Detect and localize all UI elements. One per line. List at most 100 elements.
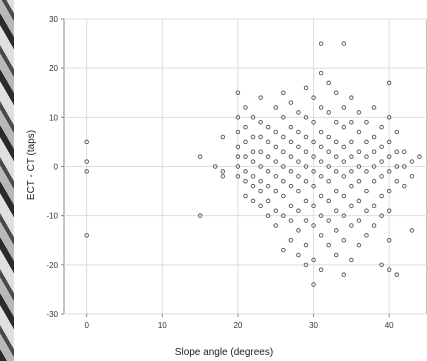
data-point — [417, 154, 422, 159]
data-point — [197, 213, 203, 218]
data-point — [356, 178, 362, 184]
data-point — [379, 213, 384, 218]
data-point — [402, 164, 407, 169]
data-point — [281, 178, 286, 184]
data-point — [243, 105, 248, 110]
data-point — [273, 159, 279, 164]
data-point — [250, 149, 256, 154]
data-point — [326, 164, 331, 169]
data-point — [334, 154, 339, 159]
data-point — [349, 119, 354, 125]
data-point — [303, 115, 309, 120]
x-tick-label: 10 — [158, 321, 167, 330]
data-point — [386, 267, 392, 273]
data-point — [243, 178, 248, 184]
data-point — [379, 144, 384, 150]
data-point — [303, 262, 309, 268]
data-point — [364, 233, 369, 238]
data-point — [326, 218, 331, 223]
data-point — [197, 154, 203, 159]
data-point — [303, 85, 309, 91]
data-point — [326, 178, 331, 184]
data-point — [84, 139, 89, 145]
data-point — [258, 203, 263, 209]
data-point — [311, 257, 316, 263]
data-point — [258, 188, 263, 194]
data-point — [220, 174, 226, 179]
data-point — [258, 95, 263, 100]
data-point — [364, 188, 369, 194]
y-axis-ticks: -30 -20 -10 0 10 20 30 — [46, 15, 64, 319]
data-point — [318, 267, 324, 273]
data-point — [334, 119, 339, 125]
x-axis-title: Slope angle (degrees) — [175, 347, 273, 358]
data-point — [281, 90, 286, 95]
data-point — [386, 139, 392, 145]
data-point — [250, 159, 256, 164]
data-point — [288, 100, 294, 105]
data-point — [288, 139, 294, 145]
data-point — [334, 139, 339, 145]
data-point — [349, 257, 354, 263]
data-point — [386, 169, 392, 174]
data-point — [303, 178, 309, 184]
data-point — [318, 70, 324, 76]
data-point — [265, 139, 271, 145]
data-point — [303, 218, 309, 223]
x-tick-label: 40 — [385, 321, 394, 330]
data-point — [243, 193, 248, 199]
data-point — [273, 188, 279, 194]
data-point — [364, 154, 369, 159]
data-point — [281, 193, 286, 199]
data-point — [394, 149, 400, 154]
data-point — [303, 164, 309, 169]
data-point — [265, 124, 271, 130]
data-point — [288, 169, 294, 174]
data-point — [349, 169, 354, 174]
data-point — [296, 228, 301, 233]
data-point — [409, 159, 415, 164]
data-point — [296, 129, 301, 135]
data-point — [311, 223, 316, 228]
data-point — [318, 213, 324, 218]
data-point — [386, 237, 392, 243]
data-point — [235, 154, 241, 159]
data-point — [318, 193, 324, 199]
data-point — [371, 223, 377, 228]
data-point — [371, 149, 377, 154]
data-point — [371, 105, 377, 110]
data-point — [250, 174, 256, 179]
data-point — [296, 174, 301, 179]
data-point — [311, 139, 316, 145]
data-point — [265, 198, 271, 204]
data-point — [341, 41, 347, 46]
data-point — [318, 129, 324, 135]
data-point — [250, 134, 256, 140]
data-point — [281, 134, 286, 140]
y-axis-title: ECT - CT (taps) — [26, 130, 37, 200]
data-point — [311, 169, 316, 174]
data-point — [334, 252, 339, 258]
data-point — [296, 110, 301, 115]
data-point — [296, 208, 301, 213]
data-point — [318, 144, 324, 150]
data-point — [303, 149, 309, 154]
data-point — [371, 164, 377, 169]
data-point — [311, 203, 316, 209]
data-point — [356, 149, 362, 154]
data-point — [311, 183, 316, 189]
data-point — [356, 129, 362, 135]
data-point — [334, 90, 339, 95]
data-point — [379, 174, 384, 179]
data-point — [281, 247, 286, 253]
data-point — [250, 115, 256, 120]
data-point — [220, 134, 226, 140]
data-point — [273, 208, 279, 213]
data-point — [288, 218, 294, 223]
data-point — [303, 198, 309, 204]
data-point — [364, 169, 369, 174]
data-point — [311, 95, 316, 100]
data-point — [265, 213, 271, 218]
data-point — [371, 134, 377, 140]
data-point — [356, 164, 362, 169]
